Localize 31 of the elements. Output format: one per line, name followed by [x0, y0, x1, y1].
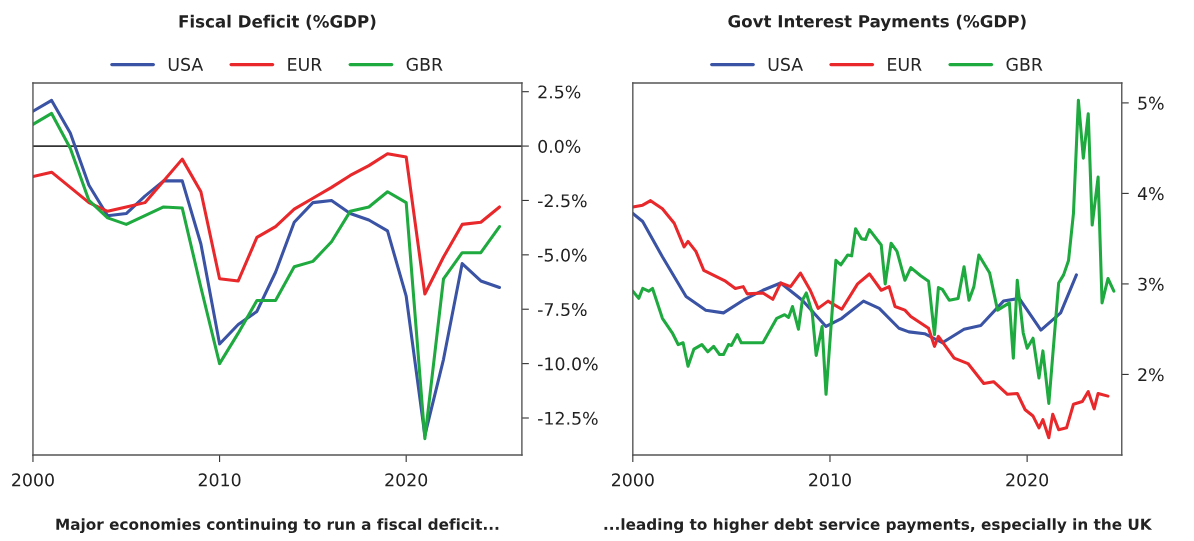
x-tick-label: 2010 [809, 473, 851, 487]
y-tick-label: 2% [1138, 368, 1164, 382]
y-tick-label: 3% [1138, 277, 1164, 291]
y-tick-label: -7.5% [538, 302, 587, 317]
legend-label: EUR [288, 58, 322, 71]
line-series [632, 98, 1116, 405]
y-tick-label: -10.0% [538, 357, 598, 371]
text: ...leading to higher debt service payments, especially in the UK [604, 518, 1153, 534]
y-tick-label: 5% [1138, 96, 1164, 110]
line-series [32, 152, 502, 296]
x-tick-label: 2000 [612, 473, 654, 487]
legend-label: GBR [406, 57, 443, 71]
y-tick-label: -12.5% [538, 411, 598, 425]
legend-label: EUR [888, 58, 922, 71]
x-tick-label: 2020 [1006, 473, 1049, 487]
line-series [632, 211, 1078, 345]
x-tick-label: 2000 [12, 473, 54, 487]
text: Major economies continuing to run a fiscal deficit... [56, 518, 499, 534]
y-tick-label: -5.0% [538, 248, 587, 262]
y-tick-label: 4% [1137, 187, 1164, 201]
y-tick-label: -2.5% [538, 194, 587, 208]
legend-label: GBR [1006, 57, 1043, 71]
legend-label: USA [168, 57, 204, 71]
line-series [632, 199, 1110, 440]
y-tick-label: 2.5% [538, 85, 581, 99]
x-tick-label: 2010 [198, 473, 241, 487]
x-tick-label: 2020 [385, 473, 428, 487]
chart-title: Fiscal Deficit (%GDP) [179, 14, 376, 30]
legend-label: USA [768, 57, 803, 71]
y-tick-label: 0.0% [538, 139, 581, 153]
chart-title: Govt Interest Payments (%GDP) [728, 14, 1026, 31]
